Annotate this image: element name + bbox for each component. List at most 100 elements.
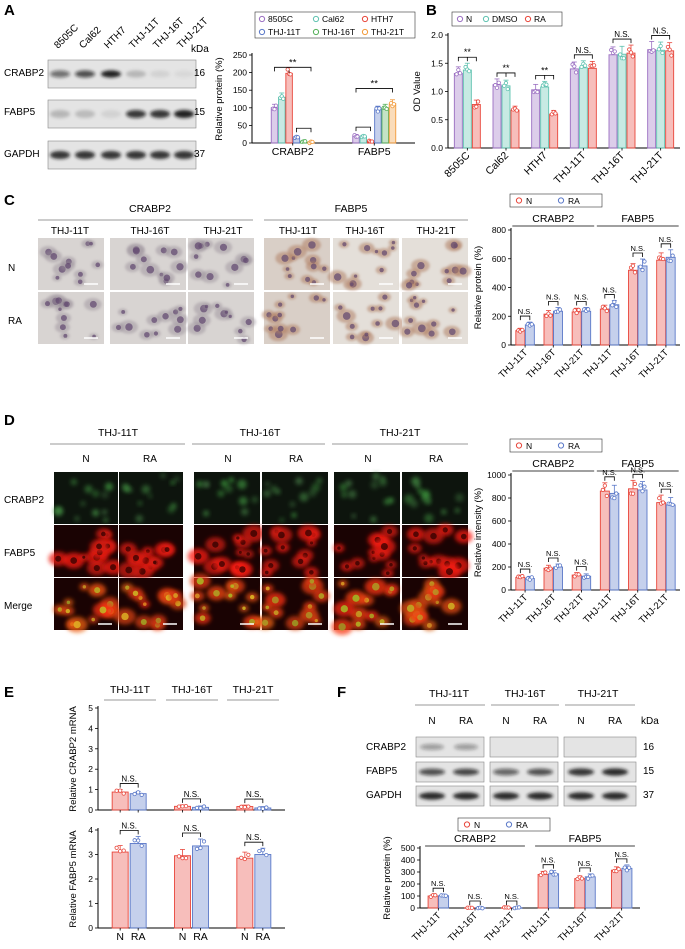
- x-tick-label: THJ-21T: [483, 910, 517, 944]
- blot-band: [101, 70, 121, 78]
- bar: [637, 265, 648, 346]
- data-point: [576, 307, 581, 312]
- data-point: [369, 139, 375, 144]
- d-row-crabp2: CRABP2: [4, 495, 44, 506]
- y-tick-label: 250: [233, 50, 247, 60]
- significance-label: N.S.: [246, 833, 262, 842]
- data-point: [548, 566, 553, 571]
- f-row-fabp5: FABP5: [366, 766, 398, 777]
- y-tick-label: 400: [492, 539, 506, 549]
- data-point: [443, 893, 448, 898]
- f-header-thj16t: THJ-16T: [505, 688, 546, 700]
- data-point: [640, 267, 645, 273]
- legend-b-ra-marker: [524, 15, 532, 23]
- bar: [599, 308, 610, 346]
- data-point: [627, 47, 632, 52]
- data-point: [614, 304, 619, 309]
- legend-b-dmso: DMSO: [492, 14, 518, 24]
- a-row-fabp5: FABP5: [4, 107, 36, 118]
- e-header-thj16t: THJ-16T: [172, 684, 213, 696]
- blot-band: [126, 110, 146, 118]
- x-tick-label: THJ-16T: [590, 149, 628, 187]
- f-kda-label: kDa: [641, 716, 659, 727]
- legend-c-n: N: [526, 196, 532, 206]
- data-point: [285, 67, 290, 72]
- y-tick-label: 800: [492, 493, 506, 503]
- blot-band: [420, 744, 444, 750]
- legend-a-thj21t: THJ-21T: [371, 27, 404, 37]
- data-point: [638, 264, 643, 269]
- blot-band: [527, 768, 553, 776]
- y-tick-label: 1.0: [431, 87, 443, 97]
- data-point: [183, 855, 189, 861]
- data-point: [457, 71, 463, 76]
- blot-band: [126, 151, 146, 159]
- a-lane-labels: 8505C Cal62 HTH7 THJ-11T THJ-16T THJ-21T: [52, 16, 210, 51]
- data-point: [475, 99, 481, 104]
- legend-a-thj21t-marker: [361, 28, 369, 36]
- legend-a-cal62: Cal62: [322, 14, 344, 24]
- y-tick-label: 200: [233, 68, 247, 78]
- legend-a-cal62-marker: [312, 15, 320, 23]
- bar: [578, 67, 588, 149]
- x-tick-label: RA: [256, 931, 271, 943]
- blot-band: [150, 70, 170, 78]
- d-col-ra-3: RA: [429, 454, 443, 465]
- y-axis-label: Relative protein (%): [473, 246, 484, 329]
- f-header-thj21t: THJ-21T: [578, 688, 619, 700]
- x-tick-label: N: [241, 931, 249, 943]
- y-tick-label: 100: [401, 891, 415, 901]
- d-header-thj21t: THJ-21T: [380, 427, 421, 439]
- blot-band: [493, 792, 519, 800]
- bar: [537, 873, 549, 909]
- y-tick-label: 300: [401, 867, 415, 877]
- chart-a-legend: 8505C Cal62 HTH7 THJ-11T THJ-16T THJ-21T: [254, 11, 416, 39]
- bar: [656, 502, 667, 591]
- y-tick-label: 0: [242, 138, 247, 148]
- c-header-crabp2: CRABP2: [129, 203, 171, 215]
- data-point: [661, 256, 666, 262]
- data-point: [660, 50, 665, 56]
- data-point: [630, 54, 635, 59]
- data-point: [549, 869, 554, 874]
- y-axis-label: Relative protein (%): [382, 836, 393, 919]
- if-tile: [334, 472, 400, 524]
- data-point: [612, 49, 617, 54]
- y-tick-label: 600: [492, 254, 506, 264]
- bar: [543, 313, 554, 346]
- bar: [569, 68, 579, 149]
- d-header-thj11t: THJ-11T: [98, 427, 139, 439]
- bar: [571, 311, 582, 346]
- data-point: [553, 872, 558, 877]
- x-tick-label: THJ-11T: [497, 592, 531, 626]
- y-tick-label: 2: [88, 764, 93, 774]
- bar: [553, 310, 563, 346]
- significance-label: **: [289, 57, 297, 68]
- bar: [192, 845, 209, 929]
- bar: [548, 873, 560, 909]
- blot-band: [75, 110, 95, 118]
- significance-label: N.S.: [578, 859, 593, 868]
- a-row-gapdh: GAPDH: [4, 149, 40, 160]
- blot-band: [50, 110, 70, 118]
- y-tick-label: 800: [492, 225, 506, 235]
- data-point: [180, 804, 185, 809]
- legend-d-ra-marker: [557, 442, 565, 449]
- a-marker-37: 37: [194, 149, 206, 160]
- bar: [617, 53, 627, 149]
- data-point: [557, 563, 563, 568]
- x-tick-label: THJ-21T: [637, 347, 671, 381]
- data-point: [132, 791, 137, 797]
- a-marker-16: 16: [194, 68, 206, 79]
- blot-band: [174, 70, 194, 78]
- a-western-blot: [47, 59, 197, 170]
- data-point: [579, 64, 584, 70]
- y-tick-label: 0: [501, 340, 506, 350]
- f-col-ra-1: RA: [459, 716, 473, 727]
- panel-label-d: D: [4, 412, 15, 429]
- bar: [462, 69, 472, 149]
- data-point: [544, 82, 549, 87]
- blot-band: [453, 768, 479, 776]
- data-point: [632, 270, 638, 275]
- x-tick-label: THJ-16T: [556, 910, 590, 944]
